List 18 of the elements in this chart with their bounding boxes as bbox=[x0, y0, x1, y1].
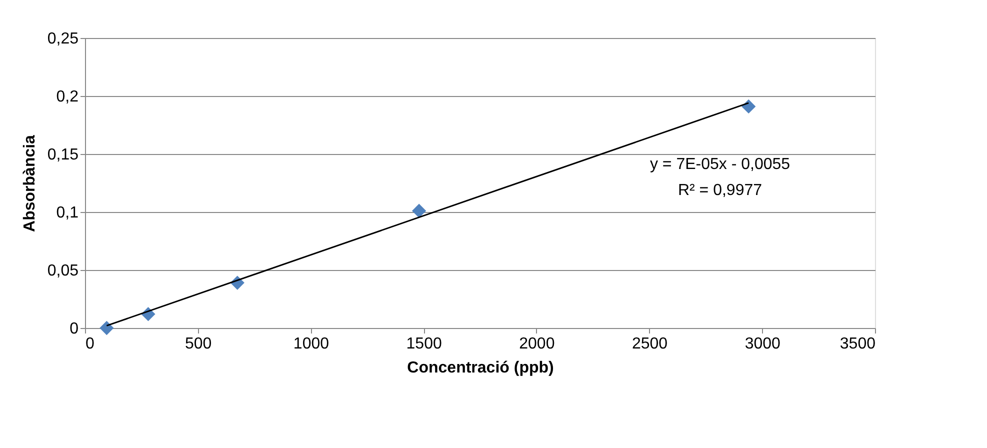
x-tick-label: 1500 bbox=[406, 336, 442, 352]
x-tick-label: 500 bbox=[185, 336, 212, 352]
x-tick-label: 0 bbox=[86, 336, 94, 352]
y-axis-title: Absorbància bbox=[21, 134, 38, 232]
x-tick-label: 2500 bbox=[632, 336, 668, 352]
annotation: y = 7E-05x - 0,0055 bbox=[650, 156, 790, 173]
x-tick-label: 3000 bbox=[744, 336, 781, 352]
x-tick-label: 2000 bbox=[519, 336, 555, 352]
y-tick-label: 0,05 bbox=[47, 262, 79, 280]
y-tick-label: 0,25 bbox=[47, 30, 79, 48]
y-tick-label: 0,1 bbox=[56, 204, 79, 222]
x-tick-label: 1000 bbox=[293, 336, 330, 352]
x-axis-title: Concentració (ppb) bbox=[407, 360, 554, 376]
annotation: R² = 0,9977 bbox=[678, 182, 762, 199]
y-tick-label: 0 bbox=[70, 320, 79, 338]
y-tick-label: 0,2 bbox=[56, 88, 79, 106]
x-tick-label: 3500 bbox=[840, 336, 876, 352]
y-tick-label: 0,15 bbox=[47, 146, 79, 164]
